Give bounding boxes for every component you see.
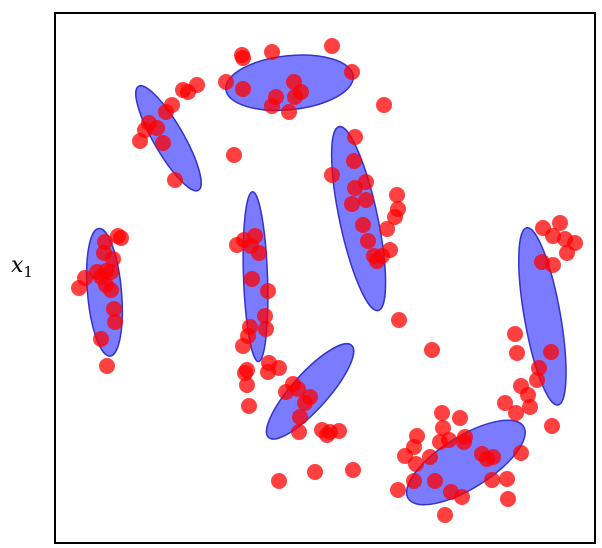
data-point: [218, 74, 234, 90]
data-point: [297, 395, 313, 411]
data-point: [291, 424, 307, 440]
data-point: [379, 221, 395, 237]
data-point: [257, 308, 273, 324]
data-point: [71, 280, 87, 296]
data-point: [346, 153, 362, 169]
data-point: [427, 473, 443, 489]
data-point: [360, 233, 376, 249]
data-point: [98, 263, 114, 279]
data-point: [509, 345, 525, 361]
data-point: [307, 464, 323, 480]
data-point: [264, 44, 280, 60]
cluster-ellipse-6: [518, 226, 567, 406]
data-point: [358, 174, 374, 190]
plot-area: [71, 38, 583, 523]
data-point: [251, 245, 267, 261]
data-point: [499, 471, 515, 487]
data-point: [235, 50, 251, 66]
data-point: [424, 342, 440, 358]
data-point: [244, 271, 260, 287]
data-point: [344, 196, 360, 212]
y-axis-label: x1: [11, 253, 33, 281]
data-point: [113, 230, 129, 246]
data-point: [422, 449, 438, 465]
data-point: [358, 192, 374, 208]
data-point: [500, 491, 516, 507]
data-point: [347, 129, 363, 145]
data-point: [376, 97, 392, 113]
data-point: [324, 167, 340, 183]
data-point: [513, 378, 529, 394]
data-point: [103, 282, 119, 298]
data-point: [508, 405, 524, 421]
data-point: [344, 64, 360, 80]
data-point: [545, 257, 561, 273]
y-axis-label-subscript: 1: [23, 263, 33, 281]
point-layer: [71, 38, 583, 523]
data-point: [497, 395, 513, 411]
data-point: [435, 420, 451, 436]
data-point: [229, 237, 245, 253]
data-point: [437, 507, 453, 523]
data-point: [258, 321, 274, 337]
data-point: [106, 301, 122, 317]
data-point: [484, 472, 500, 488]
data-point: [260, 364, 276, 380]
y-axis-label-base: x: [11, 253, 24, 278]
data-point: [529, 372, 545, 388]
plot-frame: [54, 12, 596, 544]
data-point: [507, 326, 523, 342]
data-point: [522, 399, 538, 415]
data-point: [264, 98, 280, 114]
data-point: [239, 377, 255, 393]
data-point: [434, 405, 450, 421]
data-point: [155, 135, 171, 151]
data-point: [452, 410, 468, 426]
data-point: [175, 82, 191, 98]
data-point: [543, 344, 559, 360]
data-point: [382, 242, 398, 258]
data-point: [369, 253, 385, 269]
data-point: [544, 418, 560, 434]
data-point: [545, 228, 561, 244]
data-point: [389, 187, 405, 203]
data-point: [235, 81, 251, 97]
data-point: [226, 147, 242, 163]
data-point: [99, 358, 115, 374]
data-point: [241, 398, 257, 414]
data-point: [391, 312, 407, 328]
data-point: [271, 473, 287, 489]
data-point: [408, 456, 424, 472]
data-point: [93, 331, 109, 347]
data-point: [457, 429, 473, 445]
data-point: [322, 424, 338, 440]
data-point: [390, 482, 406, 498]
data-point: [432, 434, 448, 450]
data-point: [287, 89, 303, 105]
data-point: [531, 360, 547, 376]
data-point: [158, 104, 174, 120]
data-point: [292, 409, 308, 425]
data-point: [324, 38, 340, 54]
data-point: [406, 439, 422, 455]
data-point: [355, 217, 371, 233]
data-point: [387, 209, 403, 225]
data-point: [137, 122, 153, 138]
data-point: [107, 314, 123, 330]
data-point: [260, 283, 276, 299]
data-point: [240, 328, 256, 344]
data-point: [454, 489, 470, 505]
data-point: [485, 449, 501, 465]
data-point: [105, 251, 121, 267]
data-point: [559, 245, 575, 261]
data-point: [278, 384, 294, 400]
data-point: [406, 473, 422, 489]
data-point: [237, 365, 253, 381]
data-point: [281, 104, 297, 120]
data-point: [513, 445, 529, 461]
data-point: [552, 215, 568, 231]
data-point: [345, 462, 361, 478]
data-point: [167, 172, 183, 188]
